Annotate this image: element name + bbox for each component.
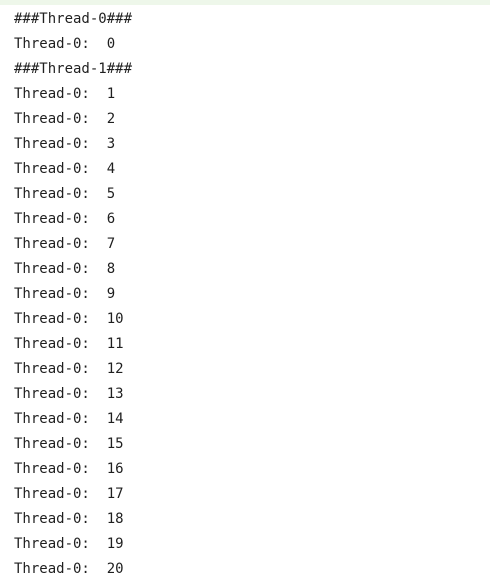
console-line: Thread-0: 9 — [14, 286, 116, 302]
console-output: ###Thread-0### Thread-0: 0 ###Thread-1##… — [14, 7, 484, 582]
console-line: Thread-0: 3 — [14, 136, 116, 152]
console-line: Thread-0: 13 — [14, 386, 124, 402]
console-line: Thread-0: 5 — [14, 186, 116, 202]
console-line: Thread-0: 17 — [14, 486, 124, 502]
console-line: Thread-0: 4 — [14, 161, 116, 177]
console-line: Thread-0: 0 — [14, 36, 116, 52]
console-line: Thread-0: 14 — [14, 411, 124, 427]
console-line: Thread-0: 2 — [14, 111, 116, 127]
top-border-strip — [0, 0, 490, 5]
console-line: ###Thread-0### — [14, 11, 133, 27]
console-line: Thread-0: 12 — [14, 361, 124, 377]
console-line: Thread-0: 8 — [14, 261, 116, 277]
console-line: Thread-0: 19 — [14, 536, 124, 552]
console-line: Thread-0: 20 — [14, 561, 124, 577]
console-line: Thread-0: 16 — [14, 461, 124, 477]
console-line: Thread-0: 15 — [14, 436, 124, 452]
console-line: Thread-0: 18 — [14, 511, 124, 527]
console-line: Thread-0: 1 — [14, 86, 116, 102]
console-line: Thread-0: 10 — [14, 311, 124, 327]
console-line: Thread-0: 6 — [14, 211, 116, 227]
console-line: ###Thread-1### — [14, 61, 133, 77]
console-line: Thread-0: 11 — [14, 336, 124, 352]
console-line: Thread-0: 7 — [14, 236, 116, 252]
